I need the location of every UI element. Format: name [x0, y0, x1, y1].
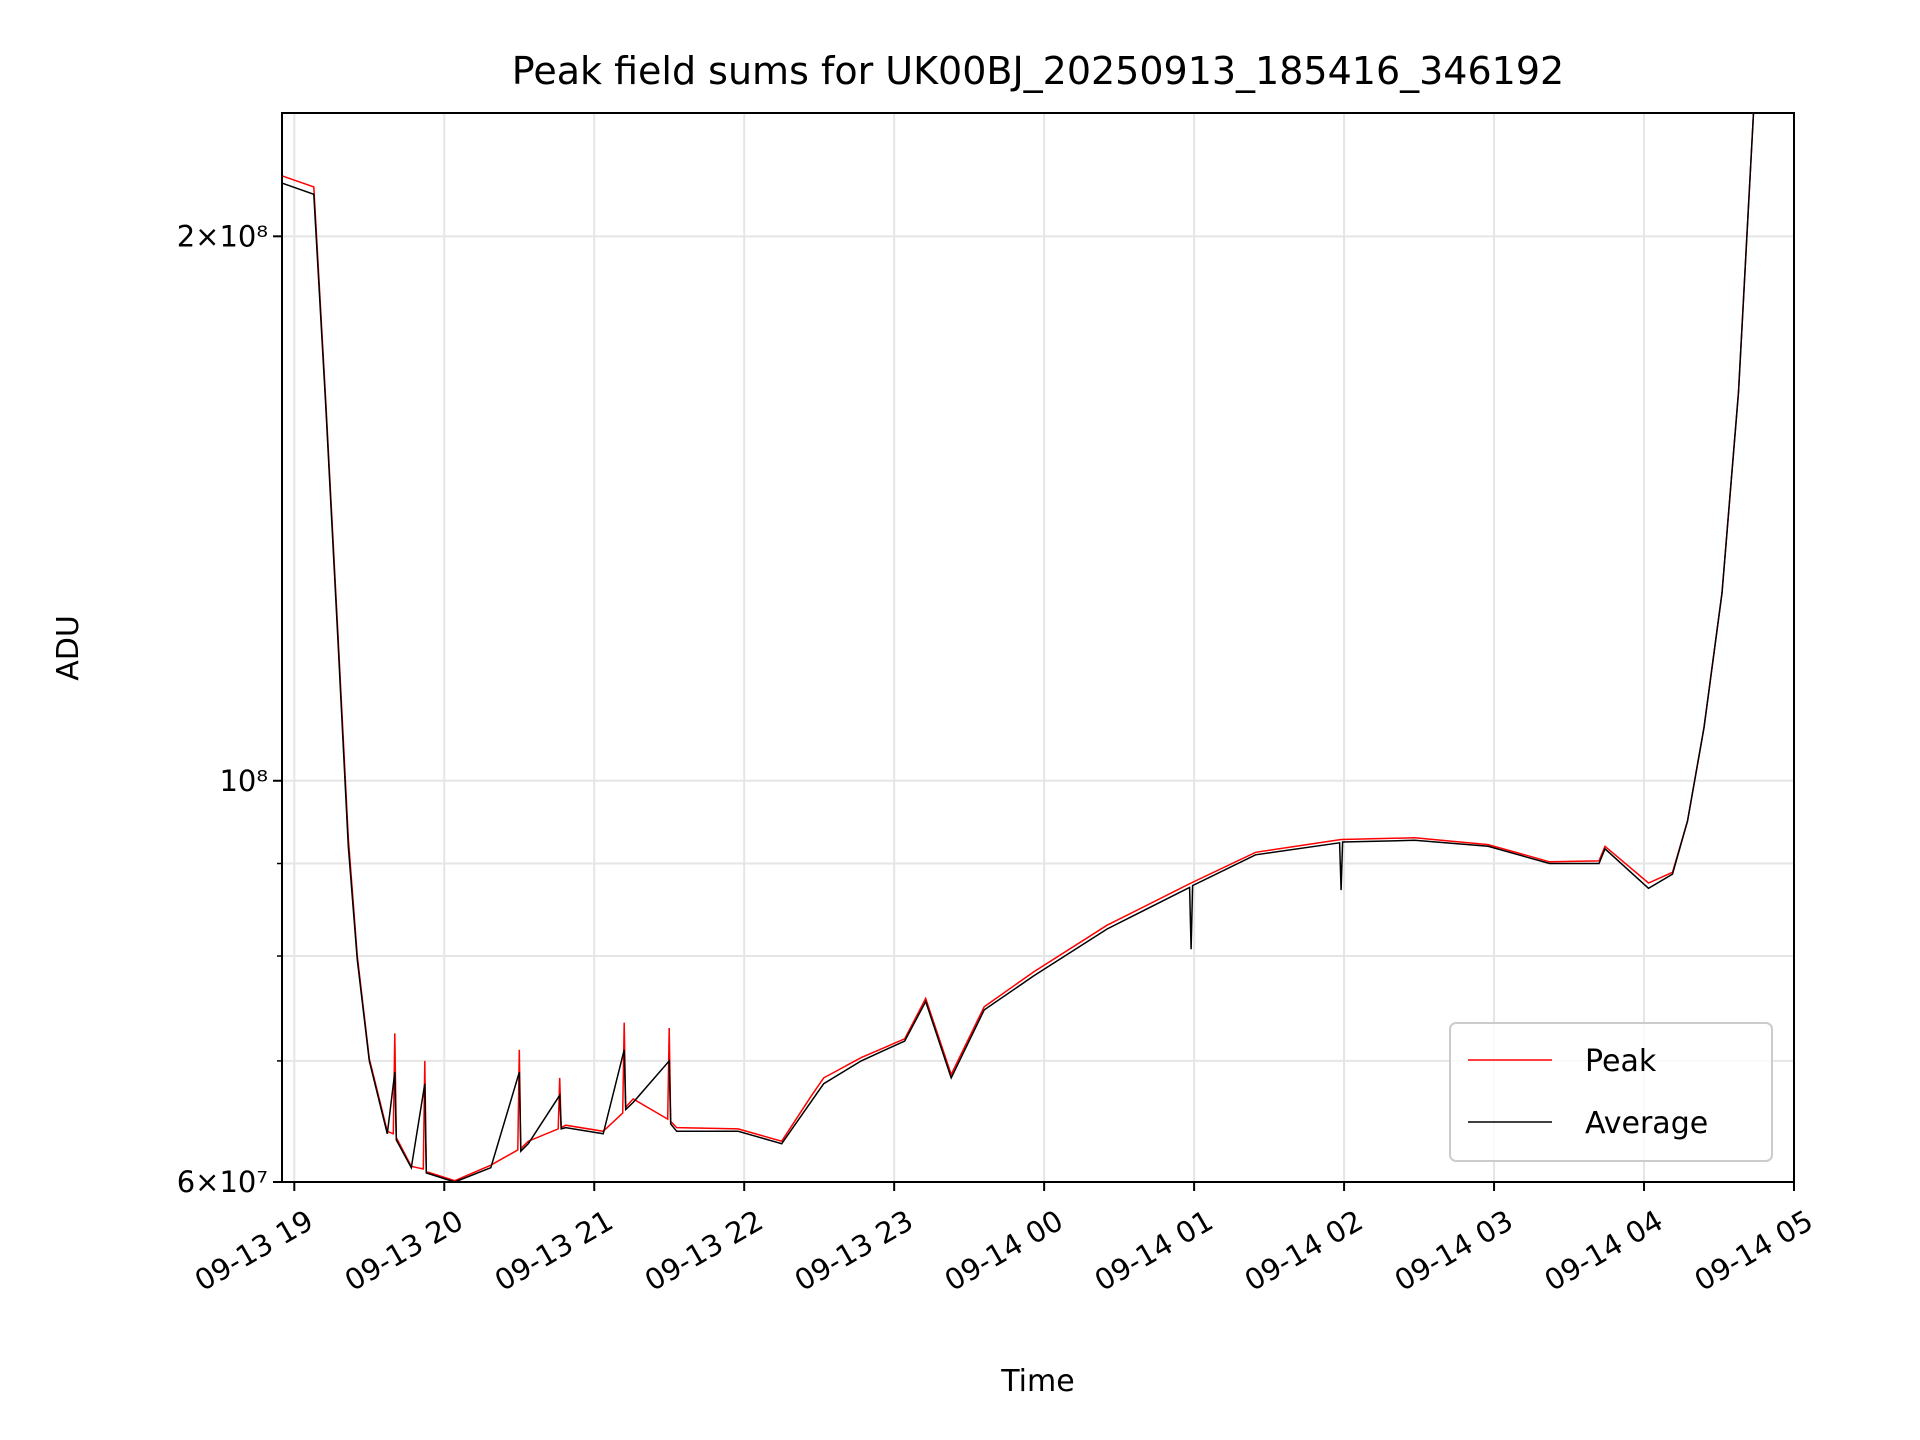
x-tick-label: 09-13 19: [189, 1203, 319, 1298]
x-tick-label: 09-14 00: [939, 1203, 1069, 1298]
x-tick-label: 09-14 05: [1689, 1203, 1819, 1298]
legend-label-peak: Peak: [1585, 1044, 1657, 1079]
y-axis-label: ADU: [51, 615, 86, 681]
x-tick-label: 09-14 02: [1239, 1203, 1369, 1298]
x-axis-label: Time: [1000, 1364, 1074, 1399]
legend: Peak Average: [1449, 1022, 1773, 1162]
y-tick-label: 6×10⁷: [177, 1165, 268, 1199]
x-axis: 09-13 19 09-13 20 09-13 21 09-13 22 09-13 23…: [189, 1182, 1819, 1298]
plot-frame: [281, 112, 1795, 1183]
x-tick-label: 09-13 23: [789, 1203, 919, 1298]
y-tick-label: 10⁸: [219, 764, 268, 798]
y-tick-label: 2×10⁸: [177, 219, 268, 253]
series-line-average: [282, 113, 1794, 1182]
series-lines: [282, 113, 1794, 1182]
x-tick-label: 09-13 22: [639, 1203, 769, 1298]
x-tick-label: 09-14 03: [1389, 1203, 1519, 1298]
x-tick-label: 09-14 01: [1089, 1203, 1219, 1298]
grid: [282, 113, 1795, 1183]
legend-label-average: Average: [1585, 1106, 1708, 1141]
y-axis: 2×10⁸ 10⁸ 6×10⁷: [177, 219, 282, 1199]
series-line-peak: [282, 113, 1794, 1182]
x-tick-label: 09-13 21: [489, 1203, 619, 1298]
x-tick-label: 09-14 04: [1539, 1203, 1669, 1298]
x-tick-label: 09-13 20: [339, 1203, 469, 1298]
legend-box: [1449, 1022, 1773, 1162]
chart-title: Peak field sums for UK00BJ_20250913_1854…: [512, 49, 1564, 93]
